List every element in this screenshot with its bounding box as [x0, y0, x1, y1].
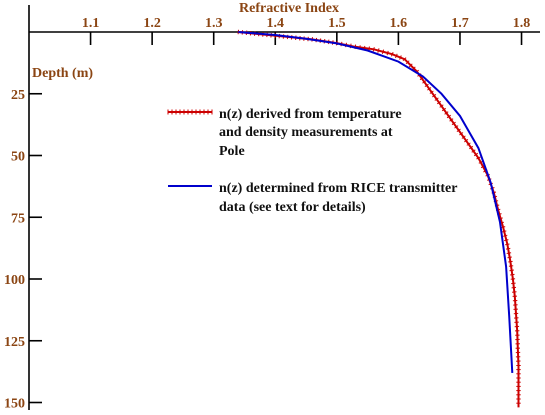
y-ticks: 25 50 75 100 125 150 — [4, 88, 42, 412]
y-tick-label: 25 — [11, 88, 25, 103]
x-tick-label: 1.5 — [328, 16, 346, 31]
series-temperature-marker — [454, 125, 459, 129]
series-temperature-marker — [451, 121, 456, 126]
series-temperature-marker — [436, 100, 442, 105]
series-temperature-marker — [507, 256, 512, 259]
series-temperature-line — [238, 31, 520, 408]
series-temperature-marker — [439, 104, 444, 108]
series-temperature-marker — [512, 291, 517, 293]
series-temperature-marker — [505, 247, 511, 250]
series-temperature-marker — [429, 90, 434, 94]
series-temperature-marker — [469, 145, 474, 150]
series-temperature-marker — [508, 265, 514, 267]
y-axis-title: Depth (m) — [32, 66, 93, 81]
series-temperature-marker — [473, 152, 479, 157]
x-tick-label: 1.7 — [451, 16, 469, 31]
x-tick-label: 1.6 — [390, 16, 408, 31]
y-tick-label: 150 — [4, 397, 25, 412]
legend-swatch-temperature — [167, 109, 213, 115]
series-temperature-marker — [405, 60, 410, 65]
series-temperature-marker — [449, 118, 454, 122]
series-rice-line — [238, 31, 514, 373]
legend-label-temperature-line-3: Pole — [219, 144, 245, 159]
y-tick-label: 100 — [4, 273, 25, 288]
series-temperature-marker — [476, 156, 481, 160]
series-temperature-marker — [422, 80, 427, 84]
series-temperature-marker — [504, 239, 509, 242]
x-axis-title: Refractive Index — [239, 1, 339, 16]
series-temperature-marker — [478, 160, 483, 164]
series-temperature-marker — [466, 142, 471, 146]
x-tick-label: 1.4 — [267, 16, 285, 31]
series-temperature-marker — [444, 111, 449, 115]
series-temperature-marker — [427, 87, 432, 91]
series-temperature-marker — [506, 252, 512, 254]
series-temperature-marker — [395, 53, 398, 59]
x-tick-label: 1.8 — [513, 16, 531, 31]
legend: n(z) derived from temperature and densit… — [167, 107, 457, 215]
series-temperature-marker — [381, 49, 385, 55]
series-temperature-marker — [456, 128, 461, 133]
series-temperature-marker — [434, 97, 439, 101]
series-temperature-marker — [441, 107, 446, 112]
series-temperature-marker — [511, 286, 517, 289]
legend-label-temperature-line-1: n(z) derived from temperature — [219, 107, 402, 122]
series-temperature-marker — [509, 269, 514, 272]
series-temperature-marker — [402, 57, 407, 62]
x-ticks: 1.1 1.2 1.3 1.4 1.5 1.6 1.7 1.8 — [82, 16, 530, 45]
series-temperature-marker — [508, 260, 513, 263]
y-tick-label: 125 — [4, 335, 25, 350]
series-temperature-marker — [501, 230, 507, 233]
x-tick-label: 1.2 — [143, 16, 161, 31]
series-temperature-marker — [424, 83, 429, 88]
series-temperature-marker — [511, 282, 516, 285]
y-tick-label: 50 — [11, 150, 25, 165]
x-tick-label: 1.3 — [205, 16, 223, 31]
legend-label-rice-line-2: data (see text for details) — [219, 200, 366, 215]
series-temperature-marker — [461, 135, 466, 139]
legend-label-rice-line-1: n(z) determined from RICE transmitter — [219, 181, 457, 196]
series-temperature-marker — [399, 55, 402, 60]
x-tick-label: 1.1 — [82, 16, 100, 31]
series-layer — [237, 29, 521, 408]
series-temperature-marker — [510, 273, 515, 276]
y-tick-label: 75 — [11, 211, 25, 226]
series-temperature-marker — [446, 114, 451, 119]
series-temperature-marker — [464, 138, 469, 143]
series-temperature-marker — [502, 234, 508, 237]
series-temperature-marker — [386, 50, 389, 56]
series-temperature-marker — [377, 48, 380, 53]
series-temperature-marker — [390, 52, 394, 57]
series-temperature-marker — [432, 93, 437, 98]
series-temperature-marker — [471, 149, 476, 153]
series-temperature-marker — [505, 243, 510, 246]
series-temperature-marker — [408, 63, 413, 68]
legend-label-temperature-line-2: and density measurements at — [219, 125, 393, 140]
series-temperature-marker — [459, 132, 464, 136]
series-temperature-marker — [372, 47, 375, 52]
